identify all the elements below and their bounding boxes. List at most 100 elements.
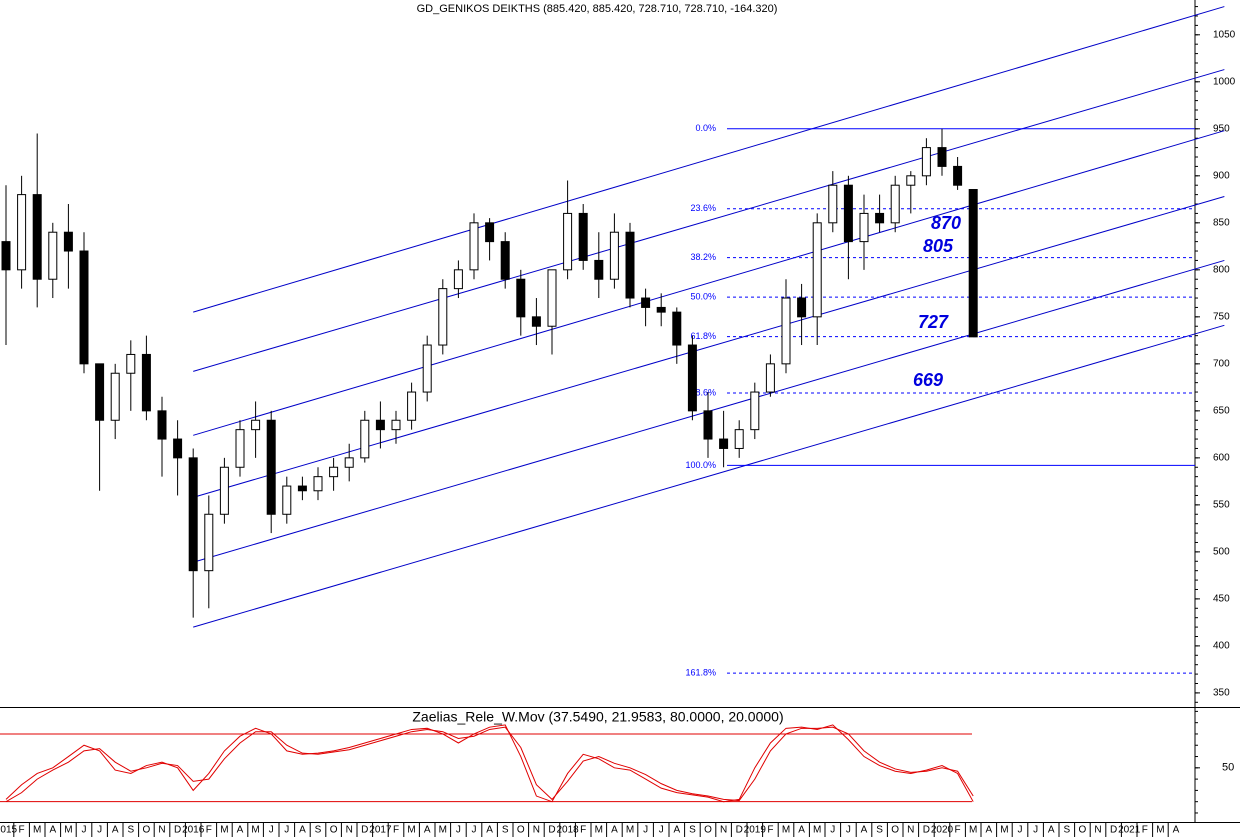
candle-body [875,212,885,224]
candle-body [734,429,744,449]
x-tick-label: A [486,825,493,836]
x-tick-label: O [891,825,899,836]
channel-line [193,6,1225,313]
x-tick-label: S [127,825,134,836]
y-tick-label: 900 [1213,170,1230,181]
x-tick-label: M [220,825,228,836]
x-tick-label: 2019 [744,825,767,836]
x-tick-label: J [284,825,289,836]
candle-body [609,231,619,280]
x-tick-label: 2016 [182,825,205,836]
candle-body [235,429,245,468]
x-tick-label: 2021 [1118,825,1141,836]
x-tick-label: J [659,825,664,836]
x-tick-label: D [361,825,368,836]
candle-body [360,419,370,459]
candle-body [578,212,588,261]
candle-body [422,344,432,393]
candle-body [968,189,978,338]
x-tick-label: A [798,825,805,836]
x-tick-label: M [969,825,977,836]
candle-body [812,222,822,318]
x-tick-label: S [315,825,322,836]
candle-body [63,231,73,252]
x-tick-label: F [767,825,773,836]
x-tick-label: O [330,825,338,836]
candle-body [765,363,775,393]
y-tick-label: 750 [1213,311,1230,322]
candle-body [297,485,307,492]
x-tick-label: F [393,825,399,836]
candle-body [859,212,869,243]
x-tick-label: J [1018,825,1023,836]
x-tick-label: F [580,825,586,836]
x-tick-label: A [1173,825,1180,836]
candle-body [890,184,900,224]
x-tick-label: M [626,825,634,836]
x-tick-label: M [1000,825,1008,836]
x-tick-label: A [237,825,244,836]
x-tick-label: M [1156,825,1164,836]
y-tick-label: 1000 [1213,76,1236,87]
candle-body [126,353,136,374]
candle-body [485,222,495,243]
candle-body [407,391,417,421]
candle-body [266,419,276,515]
candle-body [313,476,323,492]
x-tick-label: M [64,825,72,836]
y-tick-label: 350 [1213,688,1230,699]
x-tick-label: O [704,825,712,836]
y-tick-label: 600 [1213,452,1230,463]
y-tick-label: 1050 [1213,29,1236,40]
candle-body [672,311,682,346]
candle-body [797,297,807,318]
fib-label: 23.6% [690,203,716,213]
candle-body [344,457,354,468]
y-tick-label: 700 [1213,358,1230,369]
x-tick-label: A [985,825,992,836]
candle-body [687,344,697,412]
candle-body [48,231,58,280]
candle-body [516,278,526,318]
y-tick-label: 500 [1213,547,1230,558]
x-tick-label: N [907,825,914,836]
x-tick-label: 2015 [0,825,18,836]
candle-body [173,438,183,459]
x-tick-label: O [143,825,151,836]
annotation: 727 [918,312,949,332]
x-tick-label: J [830,825,835,836]
candle-body [17,194,27,271]
x-tick-label: M [595,825,603,836]
candle-body [110,372,120,421]
x-tick-label: O [517,825,525,836]
channel-line [193,69,1225,372]
candle-body [500,241,510,280]
x-tick-label: J [643,825,648,836]
x-tick-label: 2017 [369,825,392,836]
candle-body [453,269,463,290]
candle-body [828,184,838,224]
candle-body [656,306,666,313]
candle-body [641,297,651,308]
x-tick-label: F [206,825,212,836]
x-tick-label: N [533,825,540,836]
x-tick-label: D [736,825,743,836]
y-tick-label: 950 [1213,123,1230,134]
x-tick-label: S [876,825,883,836]
x-tick-label: D [923,825,930,836]
annotation: 870 [931,213,961,233]
candle-body [921,147,931,177]
candle-body [282,485,292,515]
y-tick-label: 800 [1213,264,1230,275]
x-tick-label: J [846,825,851,836]
candle-body [32,194,42,280]
x-tick-label: M [407,825,415,836]
candle-body [95,363,105,421]
annotation: 669 [913,370,943,390]
x-tick-label: F [955,825,961,836]
y-tick-label: 550 [1213,500,1230,511]
candle-body [547,269,557,327]
candle-body [563,212,573,271]
x-tick-label: A [611,825,618,836]
